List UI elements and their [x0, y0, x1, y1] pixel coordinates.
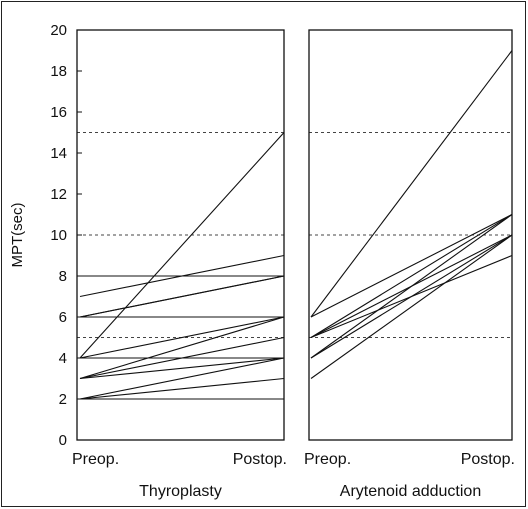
panel-name-1: Thyroplasty: [139, 483, 222, 500]
patient-line-panel-2-4: [310, 254, 513, 339]
y-tick-label-12: 12: [50, 186, 67, 203]
x-tick-label-postop-panel-1: Postop.: [233, 451, 287, 468]
y-tick-label-16: 16: [50, 104, 67, 121]
y-tick-label-14: 14: [50, 145, 67, 162]
patient-line-panel-2-8: [310, 50, 513, 318]
patient-line-panel-2-1: [310, 234, 513, 379]
y-tick-label-6: 6: [59, 309, 67, 326]
y-tick-label-2: 2: [59, 391, 67, 408]
y-tick-label-4: 4: [59, 350, 67, 367]
patient-line-panel-1-8: [79, 316, 285, 359]
x-tick-label-preop-panel-1: Preop.: [72, 451, 119, 468]
patient-line-panel-2-5: [310, 234, 513, 338]
patient-line-panel-1-2: [79, 377, 285, 400]
patient-line-panel-1-4: [79, 357, 285, 380]
patient-line-panel-1-9: [79, 132, 285, 359]
patient-line-panel-2-7: [310, 214, 513, 318]
y-axis-label: MPT(sec): [9, 203, 26, 268]
patient-line-panel-1-3: [79, 357, 285, 400]
y-tick-label-8: 8: [59, 268, 67, 285]
y-tick-label-0: 0: [59, 432, 67, 449]
y-tick-label-18: 18: [50, 63, 67, 80]
panel-name-2: Arytenoid adduction: [340, 483, 481, 500]
x-tick-label-postop-panel-2: Postop.: [461, 451, 515, 468]
x-tick-label-preop-panel-2: Preop.: [304, 451, 351, 468]
patient-line-panel-2-6: [310, 214, 513, 338]
y-tick-label-20: 20: [50, 22, 67, 39]
patient-line-panel-1-12: [79, 275, 285, 318]
patient-line-panel-1-6: [79, 316, 285, 380]
y-tick-label-10: 10: [50, 227, 67, 244]
panel-frame-2: [308, 29, 513, 441]
